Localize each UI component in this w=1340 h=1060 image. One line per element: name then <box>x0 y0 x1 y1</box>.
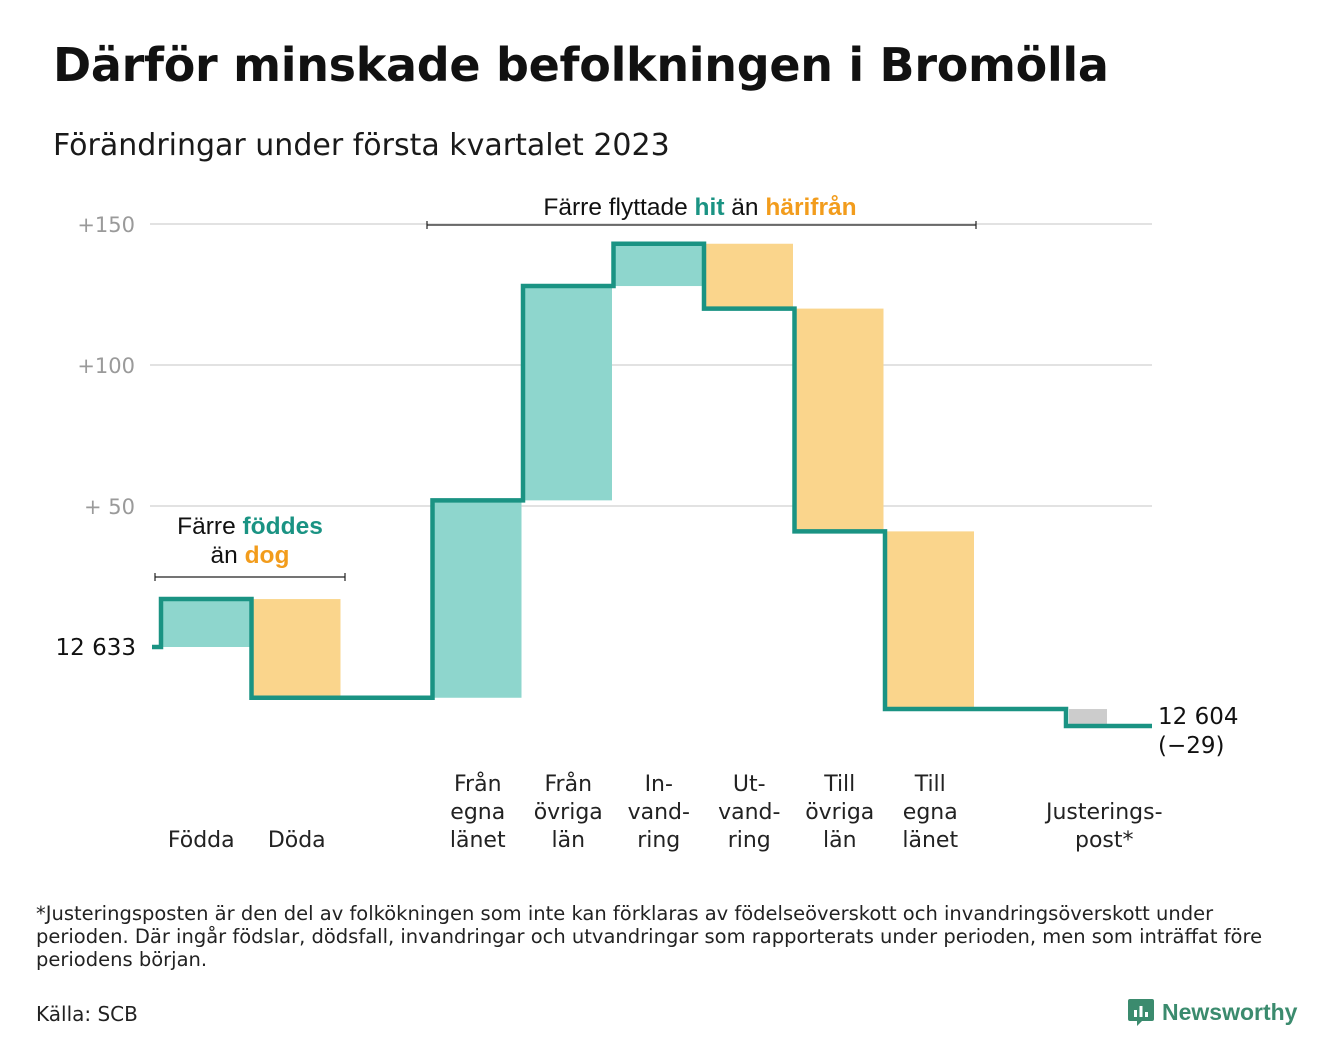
annotation-fragment: härifrån <box>765 194 856 221</box>
x-category-label: vand- <box>628 800 690 825</box>
x-category-label: länet <box>902 828 958 853</box>
bar-fran_egna <box>432 500 522 698</box>
newsworthy-logo-icon <box>1128 999 1154 1026</box>
bar-till_egna <box>885 531 974 710</box>
x-category-label: Ut- <box>733 772 766 797</box>
x-category-label: ring <box>637 828 680 853</box>
bar-till_ovriga <box>794 308 884 532</box>
annotation-fragment: föddes <box>243 513 323 540</box>
x-category-label: länet <box>450 828 506 853</box>
x-category-label: Från <box>454 771 502 797</box>
bar-justering <box>1069 709 1107 726</box>
x-category-label: Justerings- <box>1044 800 1163 825</box>
x-category-label: övriga <box>534 800 603 825</box>
bar-utvandring <box>704 243 793 309</box>
x-category-label: egna <box>450 800 505 825</box>
birth-annotation-line: än dog <box>211 542 290 569</box>
chart-subtitle: Förändringar under första kvartalet 2023 <box>53 128 670 163</box>
birth-annotation-line: Färre föddes <box>177 513 323 540</box>
waterfall-chart: + 50 +100 +150 Födda Döda Från egna länet Från öv… <box>56 194 1239 853</box>
x-category-label: län <box>551 828 585 853</box>
bar-fran_ovriga <box>523 286 612 501</box>
cumulative-step-line <box>152 241 1152 729</box>
annotation-fragment: än <box>211 542 245 569</box>
end-change-label: (−29) <box>1158 733 1224 759</box>
y-tick-label: +100 <box>77 354 135 378</box>
migration-annotation-line: Färre flyttade hit än härifrån <box>543 194 856 221</box>
brand-logo[interactable]: Newsworthy <box>1128 997 1297 1027</box>
x-category-label: post* <box>1075 828 1134 853</box>
y-tick-label: +150 <box>77 213 135 237</box>
x-category-label: Till <box>914 772 946 797</box>
chart-title: Därför minskade befolkningen i Bromölla <box>53 38 1109 92</box>
start-value-label: 12 633 <box>56 635 136 661</box>
x-category-label: Från <box>544 771 592 797</box>
annotation-fragment: Färre <box>177 513 242 540</box>
annotation-fragment: hit <box>695 194 725 221</box>
brand-name: Newsworthy <box>1162 998 1298 1025</box>
x-category-label: vand- <box>718 800 780 825</box>
annotation-fragment: dog <box>245 542 290 569</box>
x-category-label: Födda <box>168 828 235 853</box>
x-category-label: län <box>823 828 857 853</box>
bar-doda <box>251 599 341 698</box>
source-note: Källa: SCB <box>36 1002 138 1026</box>
end-value-label: 12 604 <box>1158 704 1238 730</box>
annotation-fragment: Färre flyttade <box>543 194 694 221</box>
annotation-fragment: än <box>724 194 765 221</box>
bar-invandring <box>613 243 703 287</box>
x-category-label: övriga <box>805 800 874 825</box>
x-category-label: ring <box>728 828 771 853</box>
x-category-label: In- <box>645 772 673 797</box>
bar-fodda <box>161 599 250 647</box>
x-category-label: egna <box>903 800 958 825</box>
footnote: *Justeringsposten är den del av folkökni… <box>36 902 1263 971</box>
x-category-label: Döda <box>268 828 326 853</box>
x-category-label: Till <box>823 772 855 797</box>
y-tick-label: + 50 <box>84 495 135 519</box>
